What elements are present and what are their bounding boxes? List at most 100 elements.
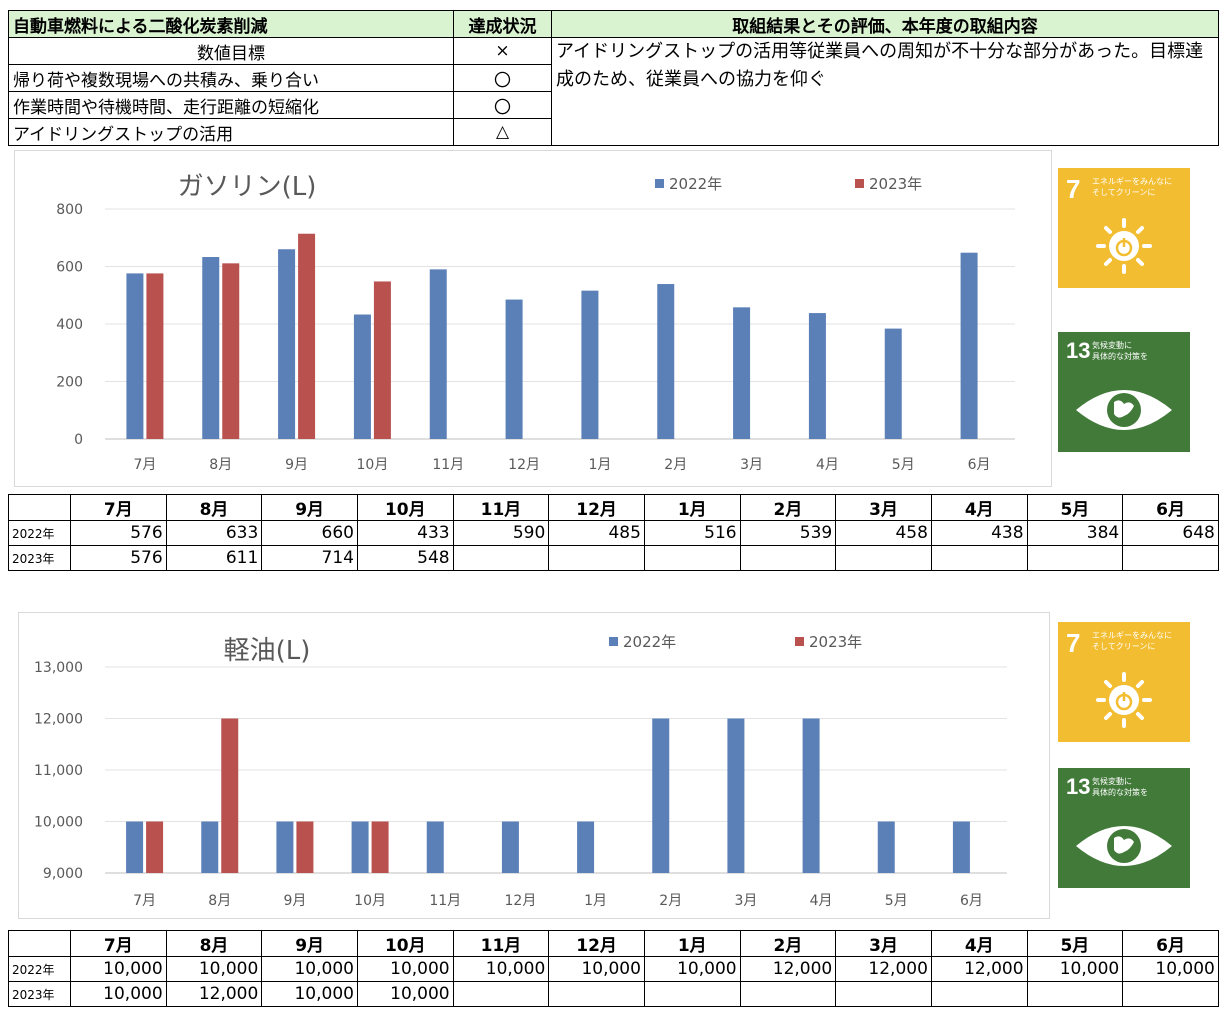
x-tick-label: 2月	[664, 457, 687, 473]
x-tick-label: 9月	[283, 893, 306, 909]
x-tick-label: 2月	[659, 893, 682, 909]
sdg-number: 13	[1066, 338, 1091, 363]
table-cell	[643, 981, 741, 1007]
table-cell	[930, 545, 1028, 571]
table-cell: 433	[356, 520, 454, 546]
x-tick-label: 5月	[892, 457, 915, 473]
sdg-text: 気候変動に 具体的な対策を	[1092, 777, 1148, 797]
table-cell: 714	[261, 545, 358, 571]
y-tick-label: 10,000	[34, 815, 83, 831]
sdg-text: エネルギーをみんなに そしてクリーンに	[1092, 631, 1172, 651]
bar-2022年	[657, 284, 675, 439]
status-mark: ×	[453, 37, 552, 65]
month-header: 9月	[261, 930, 358, 957]
table-cell: 576	[70, 520, 167, 546]
row-label: 数値目標	[8, 37, 454, 65]
bar-2022年	[278, 249, 296, 439]
bar-2023年	[298, 233, 316, 439]
bar-2022年	[202, 257, 220, 439]
table-cell: 10,000	[548, 956, 645, 982]
legend-label: 2023年	[809, 633, 862, 651]
y-tick-label: 600	[56, 260, 83, 276]
table-cell	[452, 545, 550, 571]
table-cell	[548, 981, 645, 1007]
table-cell	[739, 981, 837, 1007]
month-header: 8月	[165, 930, 263, 957]
month-header: 6月	[1122, 494, 1219, 521]
sdg-7-badge: 7 エネルギーをみんなに そしてクリーンに	[1058, 168, 1190, 288]
month-header: 11月	[452, 930, 550, 957]
table-cell	[1026, 545, 1124, 571]
table-row: 2022年 576 633 660 433 590 485 516 539 458 438 384 64…	[8, 520, 1219, 546]
table-cell	[739, 545, 837, 571]
legend-swatch	[795, 637, 804, 646]
month-header: 8月	[165, 494, 263, 521]
bar-2022年	[808, 313, 826, 439]
bar-2022年	[505, 299, 523, 439]
table-cell: 10,000	[643, 956, 741, 982]
x-tick-label: 6月	[968, 457, 991, 473]
sdg-number: 13	[1066, 774, 1091, 799]
month-header: 12月	[548, 930, 645, 957]
x-tick-label: 4月	[810, 893, 833, 909]
result-comment: アイドリングストップの活用等従業員への周知が不十分な部分があった。目標達成のため…	[551, 37, 1219, 146]
month-header: 11月	[452, 494, 550, 521]
x-tick-label: 1月	[584, 893, 607, 909]
month-header: 10月	[356, 494, 454, 521]
table-cell: 10,000	[452, 956, 550, 982]
month-header: 1月	[643, 930, 741, 957]
month-header: 12月	[548, 494, 645, 521]
table-cell: 12,000	[165, 981, 263, 1007]
bar-2023年	[222, 263, 240, 439]
row-label: アイドリングストップの活用	[8, 118, 454, 146]
table-cell: 10,000	[261, 956, 358, 982]
bar-2022年	[201, 821, 219, 873]
table-cell: 10,000	[70, 981, 167, 1007]
bar-2022年	[960, 252, 978, 439]
bar-2023年	[221, 718, 239, 873]
diesel-chart-panel: 9,000 10,000 11,000 12,000 13,000 7月 8月 9月 10月 11…	[18, 612, 1050, 919]
bar-2022年	[501, 821, 519, 873]
bar-2022年	[429, 269, 447, 439]
gasoline-chart-panel: 0 200 400 600 800 7月 8月 9月 10月 11月 12月 1月 2月 3月 4月 5月 6月…	[14, 150, 1052, 487]
x-tick-label: 10月	[357, 457, 389, 473]
x-tick-label: 1月	[588, 457, 611, 473]
year-label: 2022年	[8, 956, 71, 982]
legend-label: 2022年	[669, 175, 722, 193]
y-tick-label: 13,000	[34, 660, 83, 676]
table-row: 2023年 10,000 12,000 10,000 10,000	[8, 981, 1219, 1007]
legend-swatch	[855, 179, 864, 188]
x-tick-label: 4月	[816, 457, 839, 473]
table-cell: 12,000	[930, 956, 1028, 982]
month-header: 5月	[1026, 930, 1124, 957]
diesel-chart: 9,000 10,000 11,000 12,000 13,000 7月 8月 9月 10月 11…	[34, 633, 1007, 909]
x-tick-label: 9月	[285, 457, 308, 473]
month-header: 3月	[835, 930, 932, 957]
bar-2022年	[426, 821, 444, 873]
table-cell: 10,000	[356, 956, 454, 982]
table-cell: 633	[165, 520, 263, 546]
table-cell: 539	[739, 520, 837, 546]
sun-power-icon	[1096, 672, 1152, 728]
bar-2022年	[652, 718, 670, 873]
x-tick-label: 10月	[354, 893, 386, 909]
y-tick-label: 0	[74, 432, 83, 448]
table-cell: 10,000	[70, 956, 167, 982]
table-cell: 10,000	[165, 956, 263, 982]
table-corner	[8, 930, 71, 957]
x-tick-label: 12月	[505, 893, 537, 909]
table-cell: 611	[165, 545, 263, 571]
bar-2022年	[353, 314, 371, 439]
table-cell: 590	[452, 520, 550, 546]
table-cell: 660	[261, 520, 358, 546]
bar-2023年	[371, 821, 389, 873]
status-header: 達成状況	[453, 10, 552, 38]
y-tick-label: 9,000	[43, 866, 83, 882]
table-corner	[8, 494, 71, 521]
bar-2022年	[351, 821, 369, 873]
bar-2023年	[146, 273, 164, 439]
table-cell: 10,000	[356, 981, 454, 1007]
x-tick-label: 7月	[133, 893, 156, 909]
sdg-number: 7	[1066, 628, 1081, 658]
table-row: 2023年 576 611 714 548	[8, 545, 1219, 571]
